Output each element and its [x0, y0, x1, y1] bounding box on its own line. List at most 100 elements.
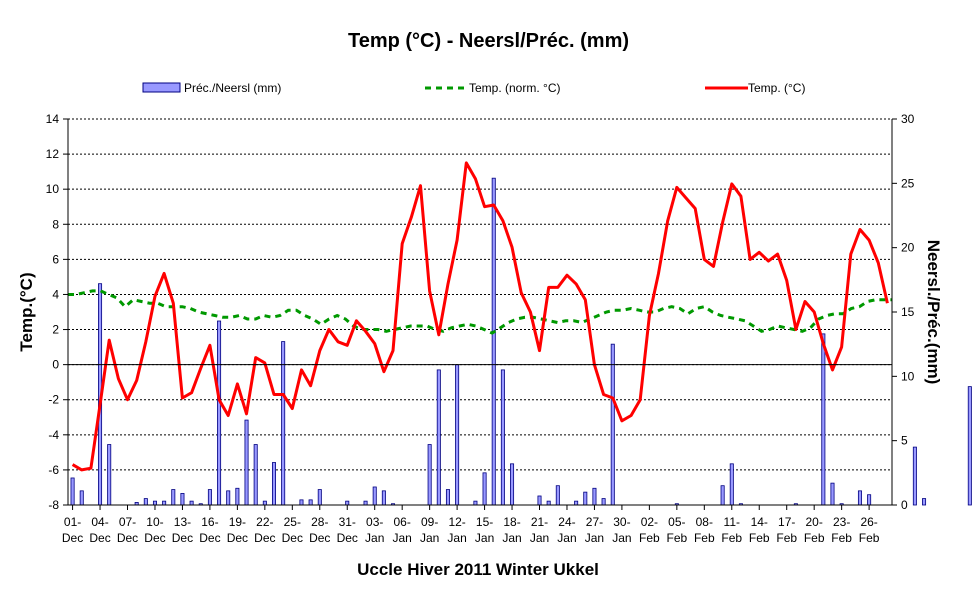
y-axis-title-left: Temp.(°C) [17, 272, 36, 351]
precipitation-bar [299, 499, 304, 506]
precipitation-bar [207, 489, 212, 506]
precipitation-bar [70, 477, 75, 506]
precipitation-bar [363, 500, 368, 506]
left-tick-label: -4 [48, 428, 59, 442]
x-tick-month: Feb [694, 531, 715, 545]
x-tick-day: 04- [91, 515, 108, 529]
x-tick-day: 10- [146, 515, 163, 529]
right-tick-label: 20 [901, 241, 915, 255]
precipitation-bar [601, 498, 606, 506]
precipitation-bar [445, 489, 450, 506]
left-tick-label: -2 [48, 393, 59, 407]
precipitation-bar [583, 491, 588, 506]
x-tick-day: 03- [366, 515, 383, 529]
right-tick-label: 30 [901, 112, 915, 126]
precipitation-bar [830, 482, 835, 506]
x-tick-month: Jan [585, 531, 604, 545]
precipitation-bar [592, 487, 597, 506]
x-tick-month: Feb [804, 531, 825, 545]
x-tick-month: Jan [365, 531, 384, 545]
x-tick-month: Dec [282, 531, 303, 545]
axes [67, 119, 893, 506]
precipitation-bar [574, 500, 579, 506]
x-tick-day: 05- [668, 515, 685, 529]
x-tick-day: 13- [174, 515, 191, 529]
x-tick-day: 15- [476, 515, 493, 529]
x-tick-month: Dec [172, 531, 193, 545]
x-tick-month: Jan [475, 531, 494, 545]
x-tick-month: Dec [117, 531, 138, 545]
precipitation-bar [345, 500, 350, 506]
x-tick-day: 09- [421, 515, 438, 529]
x-tick-month: Jan [557, 531, 576, 545]
precipitation-bar [372, 486, 377, 506]
x-tick-day: 17- [778, 515, 795, 529]
x-tick-month: Feb [639, 531, 660, 545]
precipitation-bar [226, 490, 231, 506]
left-tick-label: 8 [52, 217, 59, 231]
normal-temp-line [68, 289, 892, 335]
left-tick-labels: -8 -6 -4 -2 0 2 4 6 8 10 12 14 [46, 112, 68, 512]
x-tick-month: Feb [831, 531, 852, 545]
precipitation-bar [491, 177, 496, 506]
legend-swatch-precipitation [142, 82, 181, 93]
precipitation-bar [482, 472, 487, 506]
precipitation-bar [537, 495, 542, 506]
right-tick-label: 15 [901, 305, 915, 319]
x-tick-day: 18- [503, 515, 520, 529]
precipitation-bar [857, 490, 862, 506]
x-tick-month: Dec [199, 531, 220, 545]
x-tick-month: Feb [749, 531, 770, 545]
x-tick-month: Feb [667, 531, 688, 545]
precipitation-bar [967, 386, 972, 506]
x-tick-month: Jan [612, 531, 631, 545]
precipitation-bar [235, 487, 240, 506]
x-tick-day: 30- [613, 515, 630, 529]
x-tick-month: Feb [776, 531, 797, 545]
x-tick-month: Jan [447, 531, 466, 545]
left-tick-label: 4 [52, 287, 59, 301]
x-tick-month: Dec [144, 531, 165, 545]
x-tick-day: 24- [558, 515, 575, 529]
x-tick-day: 06- [394, 515, 411, 529]
x-tick-day: 21- [531, 515, 548, 529]
right-tick-label: 0 [901, 498, 908, 512]
precipitation-bar [510, 463, 515, 506]
precipitation-bar [79, 490, 84, 506]
x-tick-month: Dec [337, 531, 358, 545]
y-axis-title-right: Neersl./Préc.(mm) [924, 240, 943, 385]
precipitation-bar [253, 444, 258, 506]
x-tick-day: 31- [339, 515, 356, 529]
precipitation-bar [555, 485, 560, 506]
precipitation-bar [143, 498, 148, 506]
x-tick-day: 16- [201, 515, 218, 529]
left-tick-label: -6 [48, 463, 59, 477]
precipitation-bar [171, 489, 176, 506]
precipitation-bar [610, 343, 615, 506]
precipitation-bar [107, 444, 112, 506]
precipitation-bar [308, 499, 313, 506]
left-tick-label: 2 [52, 323, 59, 337]
x-tick-month: Jan [530, 531, 549, 545]
x-tick-day: 14- [751, 515, 768, 529]
precipitation-bar [473, 500, 478, 506]
x-tick-day: 20- [806, 515, 823, 529]
legend-label-temp: Temp. (°C) [748, 81, 805, 95]
x-tick-month: Dec [309, 531, 330, 545]
x-tick-day: 12- [448, 515, 465, 529]
precipitation-bar [180, 493, 185, 506]
legend-label-precipitation: Préc./Neersl (mm) [184, 81, 281, 95]
x-tick-day: 11- [724, 515, 740, 529]
x-tick-day: 07- [119, 515, 136, 529]
precipitation-bar [381, 490, 386, 506]
x-tick-day: 02- [641, 515, 658, 529]
chart-title: Temp (°C) - Neersl/Préc. (mm) [348, 30, 629, 52]
precipitation-bar [455, 364, 460, 506]
left-tick-label: 6 [52, 252, 59, 266]
precipitation-bar [729, 463, 734, 506]
x-tick-month: Jan [502, 531, 521, 545]
precipitation-bar [720, 485, 725, 506]
precipitation-bar [867, 494, 872, 506]
precipitation-bar [427, 444, 432, 506]
